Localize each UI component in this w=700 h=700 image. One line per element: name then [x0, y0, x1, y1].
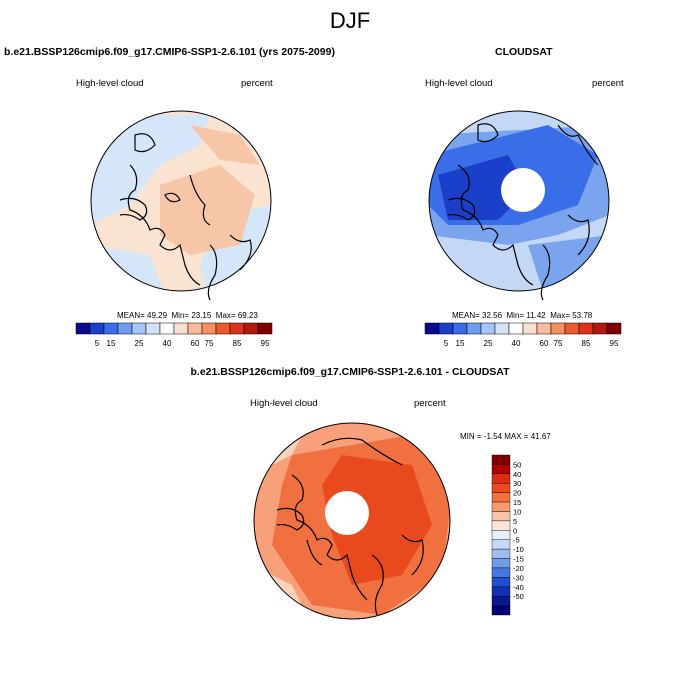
panel1-colorbar-swatch — [257, 322, 273, 335]
panel1-colorbar-swatch — [201, 322, 217, 335]
panel1-variable-label: High-level cloud — [76, 78, 144, 89]
panel2-units-label: percent — [592, 78, 624, 89]
panel3-colorbar-label: -15 — [513, 555, 524, 564]
panel2-colorbar-label: 15 — [456, 339, 465, 348]
panel2-colorbar-swatch — [438, 322, 454, 335]
panel1-colorbar-label: 95 — [261, 339, 270, 348]
panel1-colorbar-label: 60 — [191, 339, 200, 348]
panel2-colorbar-label: 95 — [610, 339, 619, 348]
panel3-colorbar-label: -10 — [513, 545, 524, 554]
panel2-stats: MEAN= 32.56 Min= 11.42 Max= 53.78 — [452, 311, 593, 320]
panel3-colorbar-swatch — [491, 595, 511, 606]
panel1-colorbar-swatch — [229, 322, 245, 335]
panel2-colorbar-label: 40 — [512, 339, 521, 348]
panel1-colorbar-label: 5 — [95, 339, 100, 348]
panel1-colorbar-swatch — [103, 322, 119, 335]
panel3-colorbar-swatch — [491, 492, 511, 503]
panel3-colorbar-label: 15 — [513, 498, 521, 507]
panel1-stats: MEAN= 49.29 Min= 23.15 Max= 69.23 — [117, 311, 258, 320]
panel3-colorbar-label: -30 — [513, 573, 524, 582]
panel3-colorbar-swatch — [491, 577, 511, 587]
panel3-colorbar-swatch — [491, 558, 511, 569]
panel2-colorbar-swatch — [564, 322, 580, 335]
panel3-colorbar-swatch — [491, 605, 511, 616]
panel2-colorbar-label: 85 — [582, 339, 591, 348]
panel3-colorbar-label: -20 — [513, 564, 524, 573]
panel1-colorbar-swatch — [215, 322, 231, 335]
panel3-variable-label: High-level cloud — [250, 398, 318, 409]
panel1-colorbar-label: 85 — [233, 339, 242, 348]
panel3-colorbar-label: 20 — [513, 489, 521, 498]
panel3-colorbar-swatch — [491, 548, 511, 559]
panel1-colorbar-label: 75 — [205, 339, 214, 348]
panel2-colorbar-swatch — [494, 322, 510, 335]
panel2-colorbar-label: 60 — [540, 339, 549, 348]
panel2-colorbar-label: 5 — [444, 339, 449, 348]
panel3-units-label: percent — [414, 398, 446, 409]
panel3-colorbar-swatch — [491, 567, 511, 578]
panel2-colorbar-label: 75 — [554, 339, 563, 348]
panel1-colorbar-label: 25 — [135, 339, 144, 348]
panel1-polar-map — [90, 110, 272, 301]
panel3-title: b.e21.BSSP126cmip6.f09_g17.CMIP6-SSP1-2.… — [190, 366, 510, 378]
panel2-polar-map — [428, 110, 610, 301]
panel3-colorbar-label: -5 — [513, 536, 520, 545]
figure-title: DJF — [329, 8, 371, 33]
panel2-colorbar-swatch — [550, 322, 566, 335]
panel1-colorbar: 5 15 25 40 60 75 85 95 — [75, 322, 273, 348]
panel1-colorbar-swatch — [159, 322, 175, 335]
panel3-colorbar-swatch — [491, 586, 511, 597]
panel1-units-label: percent — [241, 78, 273, 89]
panel3-colorbar-swatch — [491, 530, 511, 540]
panel2-colorbar-swatch — [480, 322, 496, 335]
panel3-colorbar-swatch — [491, 511, 511, 522]
panel2-title: CLOUDSAT — [495, 46, 553, 58]
panel2-colorbar-swatch — [466, 322, 482, 335]
panel1-colorbar-swatch — [89, 322, 105, 335]
panel2-colorbar-swatch — [592, 322, 608, 335]
panel3-colorbar-label: 40 — [513, 470, 521, 479]
panel1-colorbar-swatch — [243, 322, 259, 335]
panel3-colorbar-swatch — [491, 454, 511, 465]
panel1-colorbar-swatch — [173, 322, 189, 335]
panel3-colorbar-label: 5 — [513, 517, 517, 526]
panel2-colorbar-swatch — [452, 322, 468, 335]
panel3-stats: MIN = -1.54 MAX = 41.67 — [460, 432, 551, 441]
panel1-colorbar-label: 40 — [163, 339, 172, 348]
panel2-colorbar-swatch — [424, 322, 440, 335]
panel2-variable-label: High-level cloud — [425, 78, 493, 89]
panel3-colorbar-swatch — [491, 473, 511, 484]
panel2-colorbar: 5 15 25 40 60 75 85 95 — [424, 322, 622, 348]
panel3-colorbar-swatch — [491, 539, 511, 550]
panel2-colorbar-swatch — [536, 322, 552, 335]
panel2-colorbar-swatch — [578, 322, 594, 335]
panel2-colorbar-label: 25 — [484, 339, 493, 348]
panel1-colorbar-swatch — [187, 322, 203, 335]
panel1-colorbar-swatch — [75, 322, 91, 335]
panel3-polar-map — [253, 422, 451, 620]
panel1-colorbar-swatch — [145, 322, 161, 335]
panel2-colorbar-swatch — [522, 322, 538, 335]
panel1-colorbar-swatch — [131, 322, 147, 335]
panel3-colorbar-label: 30 — [513, 479, 521, 488]
panel3-colorbar-label: 50 — [513, 460, 521, 469]
panel3-colorbar-swatch — [491, 520, 511, 531]
panel3-colorbar-label: 0 — [513, 526, 517, 535]
panel1-title: b.e21.BSSP126cmip6.f09_g17.CMIP6-SSP1-2.… — [4, 46, 335, 58]
panel3-colorbar-label: -50 — [513, 592, 524, 601]
panel1-colorbar-label: 15 — [107, 339, 116, 348]
panel3-colorbar-label: 10 — [513, 507, 521, 516]
panel3-colorbar-swatch — [491, 501, 511, 512]
panel2-colorbar-swatch — [508, 322, 524, 335]
panel2-colorbar-swatch — [606, 322, 622, 335]
panel3-colorbar-swatch — [491, 483, 511, 493]
panel3-colorbar-label: -40 — [513, 583, 524, 592]
panel3-colorbar-swatch — [491, 464, 511, 475]
panel1-colorbar-swatch — [117, 322, 133, 335]
